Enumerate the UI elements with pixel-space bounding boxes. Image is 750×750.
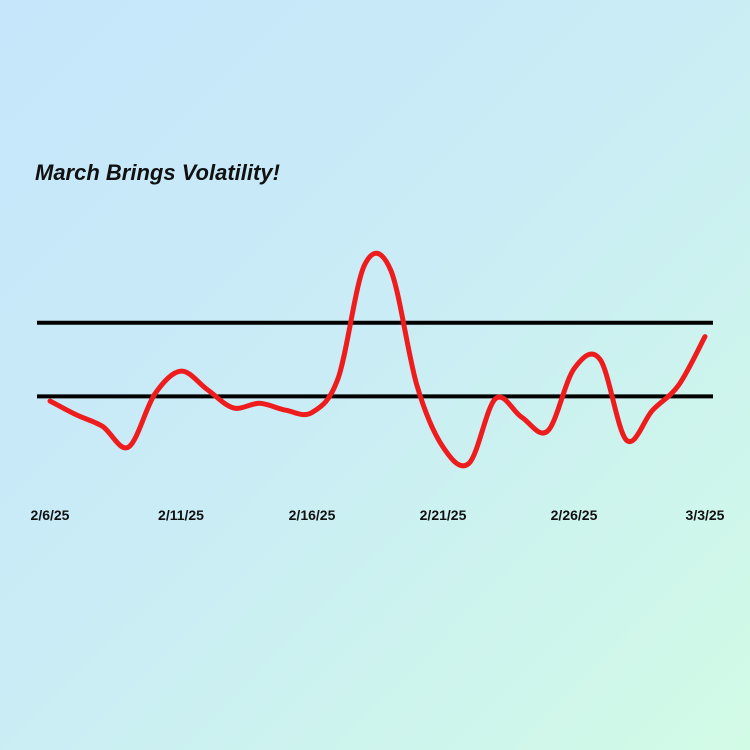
- x-tick-label: 2/16/25: [289, 507, 336, 523]
- x-tick-label: 2/21/25: [420, 507, 467, 523]
- x-tick-label: 3/3/25: [686, 507, 725, 523]
- x-tick-label: 2/26/25: [551, 507, 598, 523]
- data-line: [47, 250, 708, 469]
- chart-title: March Brings Volatility!: [35, 160, 280, 185]
- x-tick-label: 2/6/25: [31, 507, 70, 523]
- x-tick-label: 2/11/25: [158, 507, 204, 523]
